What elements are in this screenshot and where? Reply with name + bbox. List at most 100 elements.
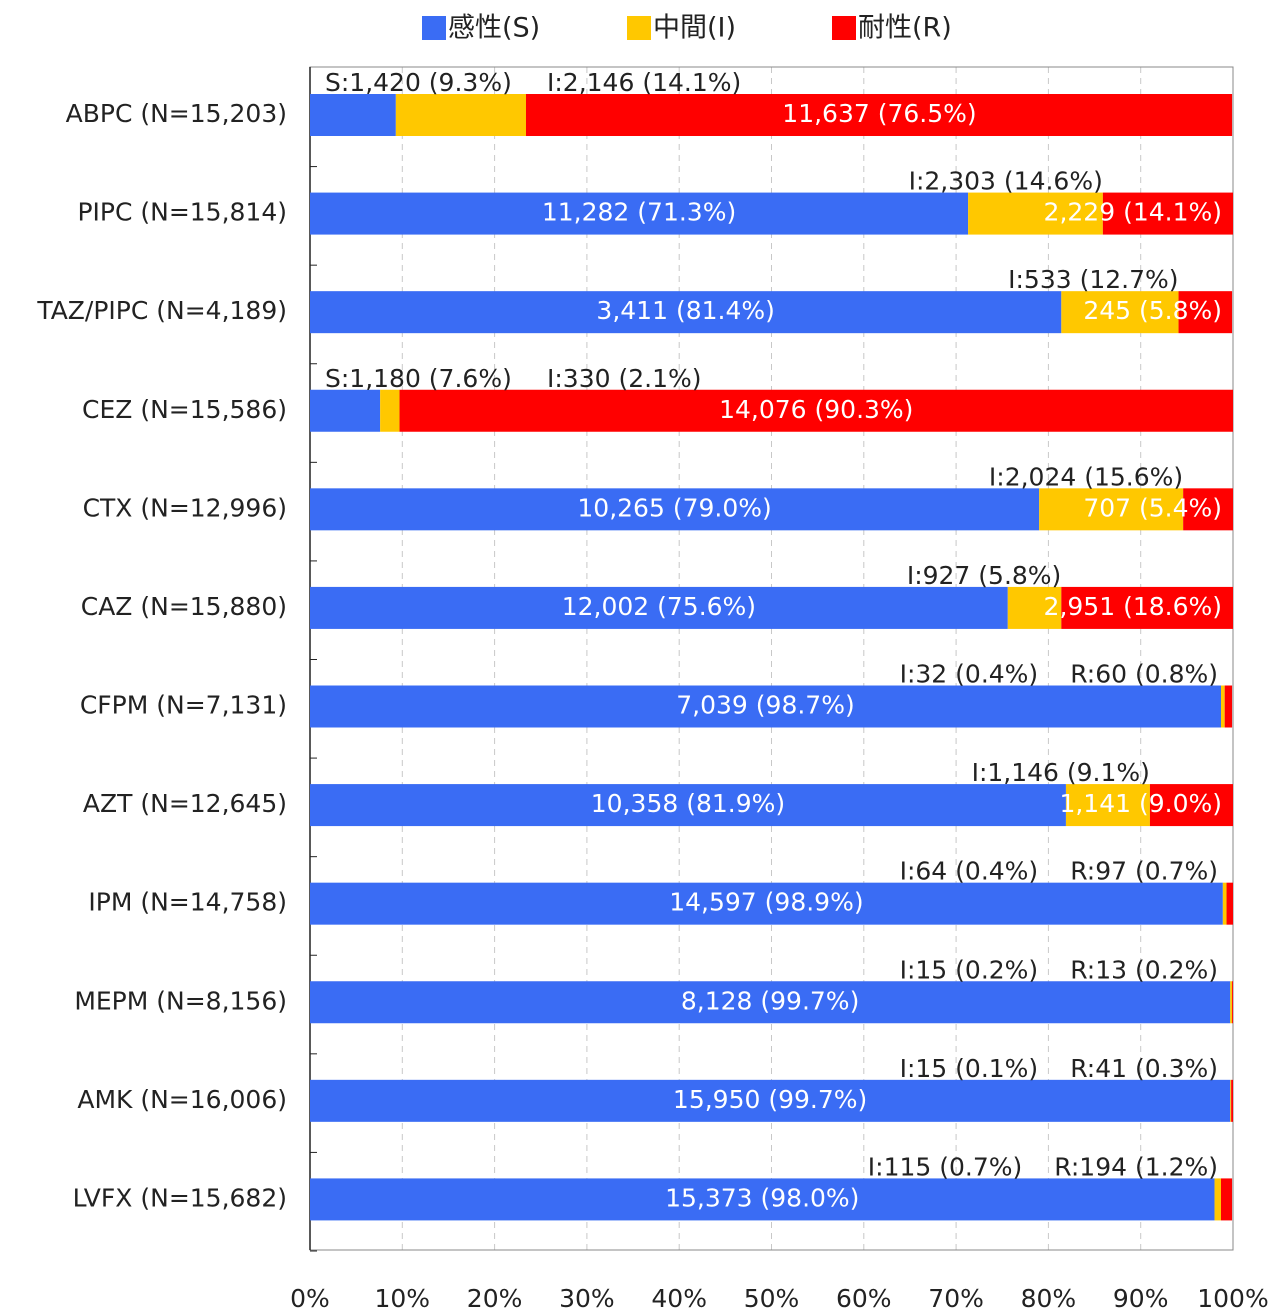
bar-segment <box>1222 882 1227 925</box>
data-label: 2,951 (18.6%) <box>1044 592 1222 621</box>
bar-segment <box>1221 1178 1233 1221</box>
bar-segment <box>310 291 1062 334</box>
x-tick-label: 40% <box>651 1284 707 1312</box>
data-label: 11,637 (76.5%) <box>782 99 976 128</box>
bar-segment <box>1183 488 1233 531</box>
legend-swatch <box>422 16 446 40</box>
bar-segment <box>1178 291 1233 334</box>
bar-segment <box>1224 685 1233 728</box>
data-label: 10,265 (79.0%) <box>577 493 771 522</box>
x-tick-label: 100% <box>1197 1284 1268 1312</box>
bar-segment <box>1232 981 1233 1024</box>
x-tick-label: 80% <box>1021 1284 1077 1312</box>
bar-segment <box>310 981 1231 1024</box>
data-label: 14,076 (90.3%) <box>719 395 913 424</box>
bar-segment <box>1039 488 1184 531</box>
data-label: R:60 (0.8%) <box>1070 660 1218 689</box>
bar-segment <box>1214 1178 1222 1221</box>
data-label: I:115 (0.7%) <box>868 1152 1022 1181</box>
data-label: R:194 (1.2%) <box>1054 1152 1218 1181</box>
y-tick-label: CAZ (N=15,880) <box>81 592 287 621</box>
legend-label: 中間(I) <box>653 13 736 44</box>
data-label: S:1,420 (9.3%) <box>325 68 512 97</box>
data-label: 10,358 (81.9%) <box>591 789 785 818</box>
x-tick-label: 20% <box>467 1284 523 1312</box>
data-label: I:15 (0.2%) <box>900 955 1039 984</box>
bar-segment <box>310 1079 1231 1122</box>
data-label: 3,411 (81.4%) <box>596 296 774 325</box>
data-label: 245 (5.8%) <box>1083 296 1222 325</box>
bar-segment <box>395 94 526 136</box>
data-label: I:15 (0.1%) <box>900 1054 1039 1083</box>
legend-swatch <box>627 16 651 40</box>
bar-segment <box>310 784 1066 827</box>
bar-segment <box>1226 882 1233 925</box>
y-tick-label: AZT (N=12,645) <box>83 789 287 818</box>
bar-segment <box>1102 192 1233 235</box>
bar-segment <box>310 1178 1215 1221</box>
data-label: 7,039 (98.7%) <box>676 691 854 720</box>
bar-segment <box>1231 1079 1233 1122</box>
data-label: I:533 (12.7%) <box>1008 265 1178 294</box>
data-label: I:64 (0.4%) <box>900 857 1039 886</box>
y-tick-label: AMK (N=16,006) <box>77 1085 287 1114</box>
x-tick-label: 90% <box>1113 1284 1169 1312</box>
data-label: 1,141 (9.0%) <box>1059 789 1222 818</box>
x-tick-label: 60% <box>836 1284 892 1312</box>
data-label: R:97 (0.7%) <box>1070 857 1218 886</box>
bar-segment <box>310 389 381 432</box>
y-tick-label: ABPC (N=15,203) <box>66 99 287 128</box>
bar-segment <box>399 389 1233 432</box>
data-label: I:2,303 (14.6%) <box>909 167 1103 196</box>
data-label: I:1,146 (9.1%) <box>972 758 1150 787</box>
bar-segment <box>310 685 1222 728</box>
bar-segment <box>310 192 969 235</box>
data-label: I:2,024 (15.6%) <box>989 462 1183 491</box>
data-label: I:927 (5.8%) <box>907 561 1061 590</box>
y-tick-label: CEZ (N=15,586) <box>82 395 287 424</box>
legend-swatch <box>832 16 856 40</box>
data-label: R:41 (0.3%) <box>1070 1054 1218 1083</box>
bar-segment <box>1061 291 1179 334</box>
data-label: 11,282 (71.3%) <box>542 198 736 227</box>
legend-label: 感性(S) <box>448 13 540 44</box>
data-label: 15,373 (98.0%) <box>665 1183 859 1212</box>
data-label: 2,229 (14.1%) <box>1044 198 1222 227</box>
y-tick-label: PIPC (N=15,814) <box>77 198 287 227</box>
bar-segment <box>525 94 1233 136</box>
bar-segment <box>310 586 1008 629</box>
bar-segment <box>1061 586 1233 629</box>
data-label: 707 (5.4%) <box>1083 493 1222 522</box>
legend-label: 耐性(R) <box>858 13 952 44</box>
y-tick-label: LVFX (N=15,682) <box>73 1183 287 1212</box>
data-label: S:1,180 (7.6%) <box>325 364 512 393</box>
data-label: 12,002 (75.6%) <box>562 592 756 621</box>
bar-segment <box>1065 784 1150 827</box>
data-label: I:32 (0.4%) <box>900 660 1039 689</box>
y-tick-label: CTX (N=12,996) <box>83 493 287 522</box>
data-label: I:2,146 (14.1%) <box>547 68 741 97</box>
bar-segment <box>310 488 1040 531</box>
y-tick-label: MEPM (N=8,156) <box>74 986 287 1015</box>
x-tick-label: 50% <box>744 1284 800 1312</box>
bar-segment <box>380 389 400 432</box>
bar-segment <box>1007 586 1062 629</box>
x-tick-label: 0% <box>290 1284 330 1312</box>
x-tick-label: 10% <box>375 1284 431 1312</box>
y-tick-label: IPM (N=14,758) <box>88 888 287 917</box>
x-tick-label: 70% <box>928 1284 984 1312</box>
y-tick-label: TAZ/PIPC (N=4,189) <box>36 296 287 325</box>
bar-segment <box>310 882 1223 925</box>
data-label: 15,950 (99.7%) <box>673 1085 867 1114</box>
bar-segment <box>1221 685 1225 728</box>
bar-segment <box>1230 981 1233 1024</box>
data-label: 14,597 (98.9%) <box>669 888 863 917</box>
data-label: I:330 (2.1%) <box>547 364 701 393</box>
data-label: R:13 (0.2%) <box>1070 955 1218 984</box>
bar-segment <box>1149 784 1233 827</box>
bar-segment <box>310 94 396 136</box>
x-tick-label: 30% <box>559 1284 615 1312</box>
y-tick-label: CFPM (N=7,131) <box>80 691 287 720</box>
bar-segment <box>968 192 1103 235</box>
